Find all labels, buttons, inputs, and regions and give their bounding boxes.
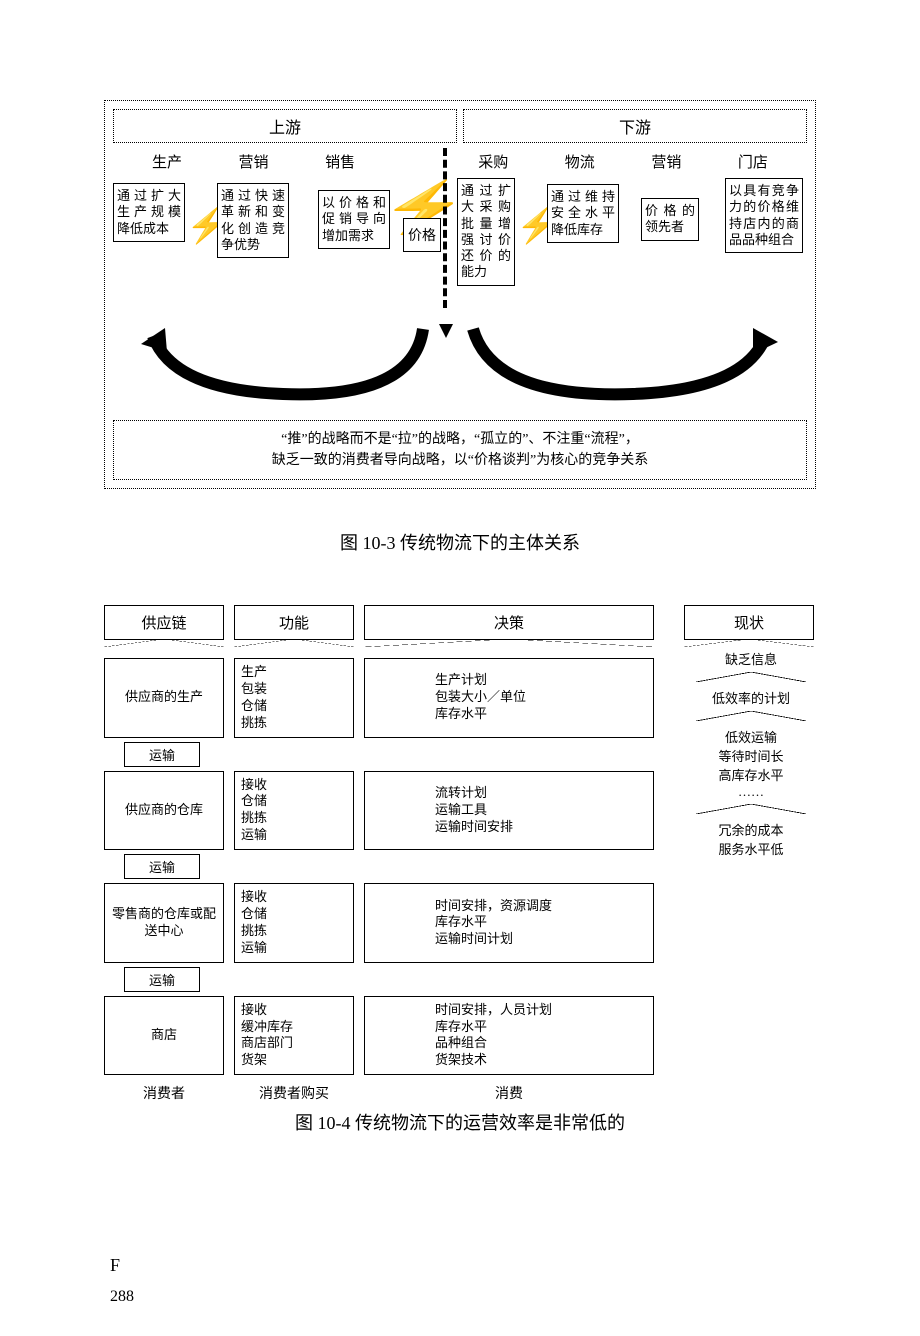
downstream-box: 下游 — [463, 109, 807, 143]
box-0: 通过扩大生产规模降低成本 — [113, 183, 185, 242]
r3c1: 零售商的仓库或配送中心 — [104, 883, 224, 963]
figure-10-3: 上游 下游 生产 营销 销售 采购 物流 营销 门店 通过扩大生产规模降低成本 … — [104, 100, 816, 489]
bottom-line-1: “推”的战略而不是“拉”的战略，“孤立的”、不注重“流程”， — [118, 429, 802, 450]
caption-10-3: 图 10-3 传统物流下的主体关系 — [60, 529, 860, 555]
stage-1: 营销 — [214, 151, 294, 172]
boxes-row: 通过扩大生产规模降低成本 ⚡ 通过快速革新和变化创造竞争优势 以价格和促销导向增… — [113, 178, 807, 318]
arrows-area — [113, 324, 807, 414]
r4c2: 接收 缓冲库存 商店部门 货架 — [234, 996, 354, 1076]
stage-5: 营销 — [626, 151, 706, 172]
status-0: 缺乏信息 — [686, 649, 816, 668]
stage-6: 门店 — [713, 151, 793, 172]
status-1: 低效率的计划 — [686, 688, 816, 707]
transport-3: 运输 — [124, 967, 200, 992]
price-box: 价格 — [403, 218, 441, 252]
r3c3: 时间安排，资源调度 库存水平 运输时间计划 — [364, 883, 654, 963]
bottom-line-2: 缺乏一致的消费者导向战略，以“价格谈判”为核心的竞争关系 — [118, 450, 802, 471]
stage-0: 生产 — [127, 151, 207, 172]
box-6: 以具有竞争力的价格维持店内的商品品种组合 — [725, 178, 803, 253]
status-2: 低效运输 等待时间长 高库存水平 …… — [686, 727, 816, 800]
hdr-1: 功能 — [234, 605, 354, 640]
divider-dashed — [443, 148, 447, 308]
chevron-down-icon — [696, 711, 806, 721]
r2c1: 供应商的仓库 — [104, 771, 224, 851]
r1c1: 供应商的生产 — [104, 658, 224, 738]
box-5: 价格的领先者 — [641, 198, 699, 241]
transport-2: 运输 — [124, 854, 200, 879]
box-2: 以价格和促销导向增加需求 — [318, 190, 390, 249]
bottom-summary: “推”的战略而不是“拉”的战略，“孤立的”、不注重“流程”， 缺乏一致的消费者导… — [113, 420, 807, 480]
status-column: 缺乏信息 低效率的计划 低效运输 等待时间长 高库存水平 …… 冗余的成本 服务… — [686, 605, 816, 862]
bottom-0: 消费者 — [104, 1083, 224, 1103]
transport-1: 运输 — [124, 742, 200, 767]
chevron-down-icon — [696, 672, 806, 682]
arrows-svg — [113, 324, 813, 414]
status-3: 冗余的成本 服务水平低 — [686, 820, 816, 858]
chevron-down-icon — [696, 804, 806, 814]
page-number: 288 — [110, 1288, 134, 1306]
box-1: 通过快速革新和变化创造竞争优势 — [217, 183, 289, 258]
hdr-2: 决策 — [364, 605, 654, 640]
stage-labels: 生产 营销 销售 采购 物流 营销 门店 — [113, 151, 807, 172]
stage-2: 销售 — [300, 151, 380, 172]
upstream-box: 上游 — [113, 109, 457, 143]
caption-10-4: 图 10-4 传统物流下的运营效率是非常低的 — [60, 1109, 860, 1135]
r1c3: 生产计划 包装大小／单位 库存水平 — [364, 658, 654, 738]
r4c3: 时间安排，人员计划 库存水平 品种组合 货架技术 — [364, 996, 654, 1076]
box-3: 通过扩大采购批量增强讨价还价的能力 — [457, 178, 515, 286]
loose-letter-f: F — [110, 1255, 860, 1276]
box-4: 通过维持安全水平降低库存 — [547, 184, 619, 243]
r3c2: 接收 仓储 挑拣 运输 — [234, 883, 354, 963]
r4c1: 商店 — [104, 996, 224, 1076]
hdr-0: 供应链 — [104, 605, 224, 640]
figure-10-4: 供应链 功能 决策 现状 缺乏信息 低效率的计划 低效运输 等待时间长 高库存水… — [104, 605, 816, 1103]
stage-gap — [387, 151, 447, 172]
r1c2: 生产 包装 仓储 挑拣 — [234, 658, 354, 738]
bottom-1: 消费者购买 — [234, 1083, 354, 1103]
r2c2: 接收 仓储 挑拣 运输 — [234, 771, 354, 851]
r2c3: 流转计划 运输工具 运输时间安排 — [364, 771, 654, 851]
bottom-2: 消费 — [364, 1083, 654, 1103]
stage-4: 物流 — [540, 151, 620, 172]
stage-3: 采购 — [453, 151, 533, 172]
